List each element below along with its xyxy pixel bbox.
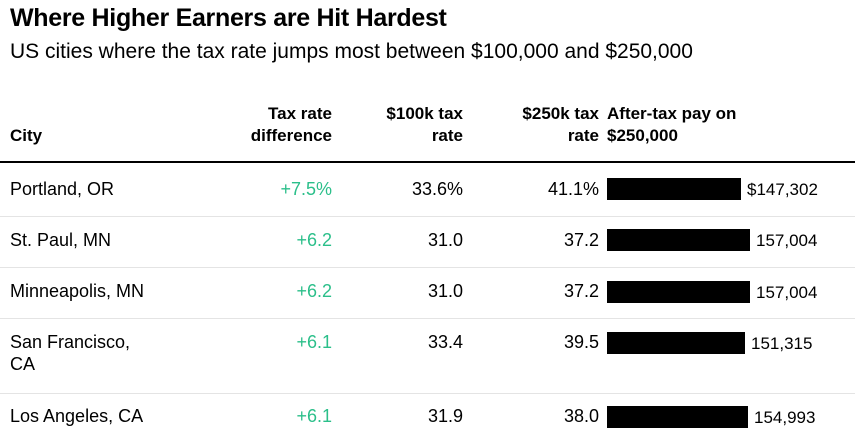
column-header-100k-rate-line2: rate	[431, 126, 463, 145]
row-difference: +6.2	[296, 230, 332, 250]
row-divider	[0, 393, 855, 394]
column-header-250k-rate-line2: rate	[567, 126, 599, 145]
row-divider	[0, 318, 855, 319]
row-100k-rate: 31.9	[427, 406, 463, 426]
row-250k-rate: 37.2	[563, 281, 599, 301]
column-header-city: City	[10, 126, 43, 145]
row-250k-rate: 37.2	[563, 230, 599, 250]
row-100k-rate: 31.0	[427, 281, 463, 301]
column-header-after-tax-pay-line1: After-tax pay on	[607, 104, 737, 123]
column-header-difference: Tax rate difference	[251, 103, 332, 147]
row-100k-rate: 31.0	[427, 230, 463, 250]
column-header-difference-line1: Tax rate	[268, 104, 332, 123]
row-100k-rate: 33.6%	[411, 179, 463, 199]
after-tax-pay-bar	[607, 281, 750, 303]
row-250k-rate: 41.1%	[547, 179, 599, 199]
column-header-250k-rate: $250k tax rate	[522, 103, 599, 147]
after-tax-pay-label: $147,302	[747, 180, 818, 199]
after-tax-pay-bar	[607, 178, 741, 200]
after-tax-pay-bar	[607, 332, 745, 354]
row-divider	[0, 267, 855, 268]
after-tax-pay-label: 154,993	[754, 408, 816, 427]
header-divider	[0, 161, 855, 163]
row-difference: +6.1	[296, 332, 332, 352]
column-header-after-tax-pay: After-tax pay on $250,000	[607, 103, 736, 147]
chart-title: Where Higher Earners are Hit Hardest	[10, 4, 447, 32]
row-difference: +7.5%	[280, 179, 332, 199]
column-header-after-tax-pay-line2: $250,000	[607, 126, 678, 145]
row-difference: +6.1	[296, 406, 332, 426]
row-city: Los Angeles, CA	[10, 406, 144, 426]
row-250k-rate: 38.0	[563, 406, 599, 426]
after-tax-pay-bar	[607, 406, 748, 428]
row-city: San Francisco, CA	[10, 332, 131, 374]
column-header-difference-line2: difference	[250, 126, 332, 145]
row-difference: +6.2	[296, 281, 332, 301]
after-tax-pay-label: 157,004	[756, 283, 818, 302]
row-city: Portland, OR	[10, 179, 115, 199]
row-city: St. Paul, MN	[10, 230, 112, 250]
column-header-250k-rate-line1: $250k tax	[522, 104, 599, 123]
row-100k-rate: 33.4	[427, 332, 463, 352]
column-header-100k-rate-line1: $100k tax	[386, 104, 463, 123]
after-tax-pay-label: 151,315	[751, 334, 813, 353]
after-tax-pay-label: 157,004	[756, 231, 818, 250]
column-header-100k-rate: $100k tax rate	[386, 103, 463, 147]
after-tax-pay-bar	[607, 229, 750, 251]
row-250k-rate: 39.5	[563, 332, 599, 352]
chart-subtitle: US cities where the tax rate jumps most …	[10, 40, 693, 63]
row-city: Minneapolis, MN	[10, 281, 145, 301]
row-divider	[0, 216, 855, 217]
